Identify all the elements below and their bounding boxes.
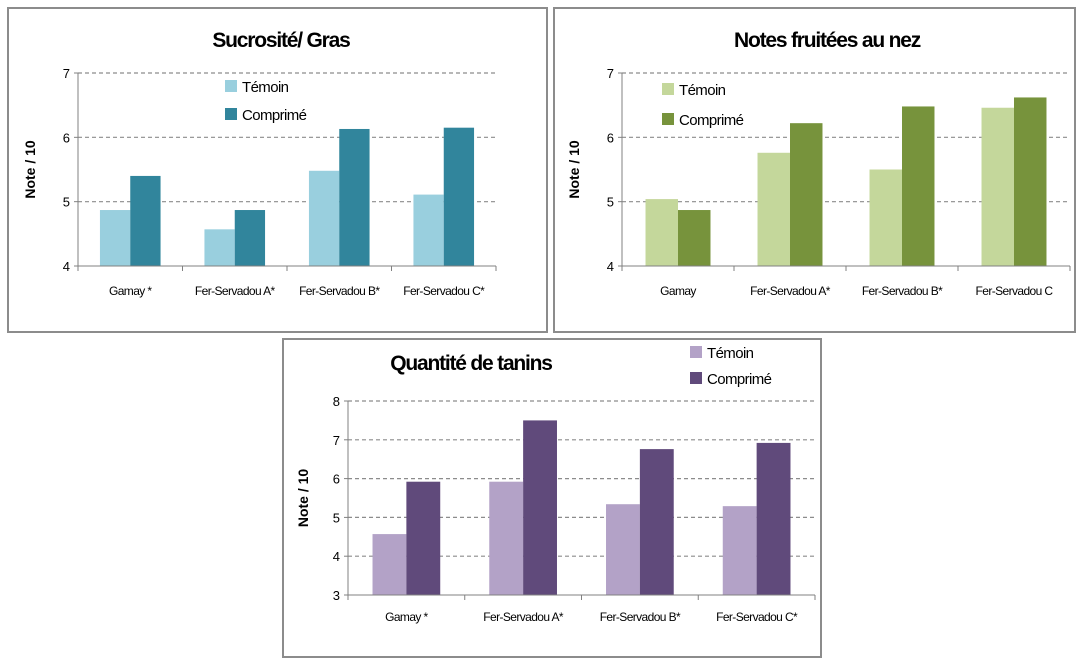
legend-label: Comprimé: [707, 371, 772, 388]
legend-label: Témoin: [242, 79, 289, 96]
y-axis-label: Note / 10: [566, 140, 582, 199]
bar-temoin: [757, 152, 790, 266]
bar-comprime: [902, 106, 935, 266]
chart-title: Sucrosité/ Gras: [212, 29, 350, 52]
x-tick-label: Gamay: [660, 284, 696, 298]
legend-label: Comprimé: [242, 107, 307, 124]
bar-comprime: [406, 481, 441, 595]
y-tick-label: 6: [63, 130, 70, 145]
legend-label: Témoin: [707, 345, 754, 362]
chart-title: Quantité de tanins: [390, 352, 552, 375]
y-tick-label: 3: [333, 588, 340, 603]
y-tick-label: 5: [63, 195, 70, 210]
chart-tanins: 3 4 5 6 7 8 Gamay * Fer-Servadou A* Fer-Servadou…: [295, 345, 816, 624]
x-tick-label: Fer-Servadou A*: [195, 284, 276, 298]
x-tick-label: Fer-Servadou C: [976, 284, 1054, 298]
x-tick-label: Fer-Servadou C*: [716, 610, 798, 624]
bar-temoin: [606, 504, 640, 595]
y-tick-label: 6: [607, 130, 614, 145]
chart-panel-notes-fruitees: 4 5 6 7 Gamay Fer-Servadou A* Fer-Servadou B* F…: [553, 7, 1076, 333]
chart-notes-fruitees: 4 5 6 7 Gamay Fer-Servadou A* Fer-Servadou B* F…: [566, 29, 1071, 298]
bar-temoin: [645, 199, 678, 266]
bar-comprime: [639, 449, 674, 595]
legend-swatch: [690, 372, 702, 384]
legend-swatch: [662, 83, 674, 95]
bar-temoin: [413, 194, 444, 266]
legend-label: Comprimé: [679, 112, 744, 129]
bar-temoin: [722, 506, 757, 595]
y-tick-label: 4: [333, 549, 340, 564]
bar-temoin: [981, 107, 1014, 267]
y-tick-label: 5: [607, 195, 614, 210]
bar-comprime: [678, 210, 711, 266]
legend-label: Témoin: [679, 82, 726, 99]
bar-comprime: [234, 210, 266, 266]
y-axis-label: Note / 10: [295, 469, 311, 528]
bar-comprime: [130, 175, 161, 266]
x-tick-label: Fer-Servadou B*: [862, 284, 943, 298]
y-tick-label: 5: [333, 510, 340, 525]
bar-temoin: [308, 170, 340, 266]
chart-panel-sucrosite: 4 5 6 7 Gamay * Fer-Servadou A* Fer-Servadou B…: [7, 7, 548, 333]
chart-title: Notes fruitées au nez: [734, 29, 921, 52]
bar-comprime: [443, 127, 475, 266]
y-tick-label: 7: [333, 433, 340, 448]
y-tick-label: 7: [607, 66, 614, 81]
x-tick-label: Fer-Servadou B*: [299, 284, 380, 298]
bar-temoin: [489, 481, 524, 595]
x-tick-label: Fer-Servadou A*: [483, 610, 564, 624]
bar-comprime: [790, 123, 823, 267]
bar-comprime: [339, 128, 370, 266]
bar-temoin: [372, 534, 407, 595]
bar-comprime: [523, 420, 557, 595]
bar-temoin: [204, 229, 235, 266]
x-tick-label: Gamay *: [385, 610, 428, 624]
bar-comprime: [756, 442, 791, 595]
x-tick-label: Fer-Servadou B*: [600, 610, 681, 624]
chart-panel-tanins: 3 4 5 6 7 8 Gamay * Fer-Servadou A* Fer-Servadou…: [282, 338, 822, 658]
bar-temoin: [869, 169, 902, 266]
legend-swatch: [662, 113, 674, 125]
y-tick-label: 4: [63, 259, 70, 274]
bar-temoin: [99, 210, 131, 266]
y-tick-label: 8: [333, 394, 340, 409]
x-tick-label: Fer-Servadou C*: [403, 284, 485, 298]
x-tick-label: Gamay *: [109, 284, 152, 298]
bar-comprime: [1014, 97, 1047, 267]
y-tick-label: 7: [63, 66, 70, 81]
legend-swatch: [225, 80, 237, 92]
legend-swatch: [690, 346, 702, 358]
y-axis-label: Note / 10: [22, 140, 38, 199]
y-tick-label: 4: [607, 259, 614, 274]
chart-sucrosite: 4 5 6 7 Gamay * Fer-Servadou A* Fer-Servadou B…: [22, 29, 497, 298]
legend-swatch: [225, 108, 237, 120]
y-tick-label: 6: [333, 472, 340, 487]
x-tick-label: Fer-Servadou A*: [750, 284, 831, 298]
